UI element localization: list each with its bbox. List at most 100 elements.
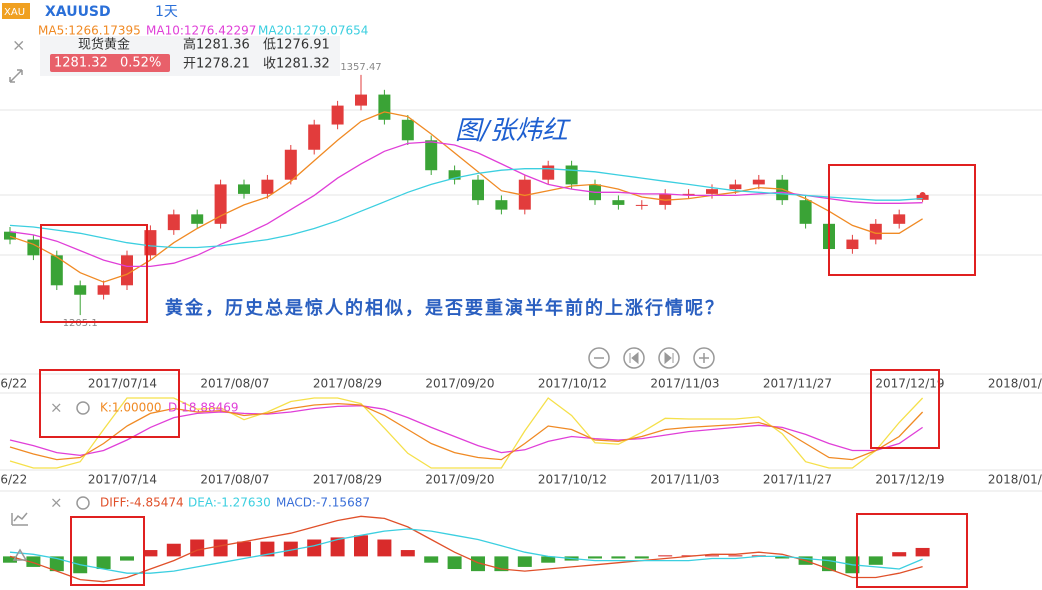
candle-body bbox=[238, 184, 250, 194]
macd-bar bbox=[611, 556, 626, 559]
highlight-box bbox=[828, 164, 976, 276]
macd-bar bbox=[447, 556, 462, 570]
highlight-box bbox=[870, 369, 940, 449]
candle-body bbox=[308, 124, 321, 150]
candle-body bbox=[261, 179, 274, 194]
period[interactable]: 1天 bbox=[155, 4, 178, 20]
candle-body bbox=[729, 184, 742, 190]
zoom-out[interactable] bbox=[588, 347, 610, 369]
legend-diff: DIFF:-4.85474 bbox=[100, 496, 184, 510]
candle-body bbox=[518, 179, 531, 210]
scroll-right[interactable] bbox=[658, 347, 680, 369]
macd-bar bbox=[775, 556, 790, 559]
candle-body bbox=[378, 94, 391, 120]
x-tick-label: 2017/12/19 bbox=[875, 377, 944, 391]
indicator-icon[interactable] bbox=[11, 512, 28, 526]
x-tick-label: 2017/10/12 bbox=[538, 473, 607, 487]
quote-high: 高1281.36 bbox=[183, 37, 250, 53]
candle-body bbox=[448, 170, 461, 180]
macd-bar bbox=[705, 555, 719, 557]
x-tick-label: 2017/07/14 bbox=[88, 377, 157, 391]
x-tick-label: 2018/01/07 bbox=[988, 473, 1042, 487]
candle-body bbox=[612, 200, 625, 205]
macd-bar bbox=[471, 556, 485, 572]
candle-body bbox=[27, 239, 40, 256]
macd-bar bbox=[728, 555, 743, 557]
close-icon[interactable]: × bbox=[12, 36, 25, 55]
macd-bar bbox=[143, 550, 158, 557]
macd-bar bbox=[190, 539, 205, 557]
zoom-in[interactable] bbox=[693, 347, 715, 369]
line bbox=[9, 402, 924, 461]
legend-macd: MACD:-7.15687 bbox=[276, 496, 370, 510]
close-icon[interactable]: × bbox=[50, 494, 63, 512]
macd-bar bbox=[517, 556, 532, 567]
symbol[interactable]: XAUUSD bbox=[45, 4, 111, 20]
scroll-right-glyph bbox=[664, 351, 674, 365]
x-tick-label: 2017/09/20 bbox=[425, 377, 494, 391]
quote-open: 开1278.21 bbox=[183, 57, 250, 72]
macd-bar bbox=[892, 552, 907, 557]
candle-body bbox=[4, 231, 16, 240]
candle-body bbox=[706, 189, 718, 194]
candle-body bbox=[869, 223, 882, 240]
nav-buttons bbox=[588, 347, 715, 369]
quote-close: 收1281.32 bbox=[263, 57, 330, 72]
quote-low: 低1276.91 bbox=[263, 38, 330, 53]
candle-body bbox=[167, 214, 180, 231]
logo bbox=[2, 3, 30, 19]
settings-icon[interactable] bbox=[76, 496, 90, 510]
highlight-box bbox=[70, 516, 145, 586]
x-tick-label: 2017/12/19 bbox=[875, 473, 944, 487]
line bbox=[9, 397, 924, 469]
candle-body bbox=[635, 204, 648, 206]
x-tick-label: 06/22 bbox=[0, 377, 27, 391]
scroll-left[interactable] bbox=[623, 347, 645, 369]
x-tick-label: 2017/08/29 bbox=[313, 377, 382, 391]
macd-bar bbox=[96, 556, 111, 570]
macd-bar bbox=[634, 556, 649, 559]
candle-body bbox=[682, 193, 695, 195]
candle-body bbox=[846, 239, 859, 250]
x-tick-label: 2017/07/14 bbox=[88, 473, 157, 487]
line bbox=[9, 111, 923, 283]
candle-body bbox=[659, 193, 672, 205]
candle-body bbox=[74, 285, 87, 295]
macd-bar bbox=[377, 539, 392, 557]
legend-dea: DEA:-1.27630 bbox=[188, 496, 271, 510]
macd-bar bbox=[330, 537, 345, 557]
candle-body bbox=[355, 94, 367, 106]
quote-change: 0.52% bbox=[120, 56, 161, 71]
x-tick-label: 2017/11/03 bbox=[650, 473, 719, 487]
candle-body bbox=[495, 200, 508, 210]
macd-bar bbox=[658, 555, 673, 557]
tool-icon[interactable] bbox=[12, 548, 28, 561]
line bbox=[9, 515, 923, 583]
highlight-box bbox=[856, 513, 968, 588]
x-tick-label: 2017/09/20 bbox=[425, 473, 494, 487]
macd-bar bbox=[588, 556, 602, 559]
x-tick-label: 2017/11/27 bbox=[763, 377, 832, 391]
macd-bar bbox=[354, 535, 368, 557]
x-tick-label: 2017/08/07 bbox=[200, 473, 269, 487]
macd-bar bbox=[868, 556, 883, 565]
zoom-in-glyph bbox=[699, 353, 709, 363]
candle-body bbox=[97, 285, 110, 295]
ma-label: MA20:1279.07654 bbox=[258, 24, 368, 38]
x-tick-label: 2017/11/27 bbox=[763, 473, 832, 487]
close-icon[interactable]: × bbox=[50, 399, 63, 417]
candle-body bbox=[50, 255, 63, 286]
expand-icon[interactable] bbox=[9, 69, 23, 83]
settings-icon[interactable] bbox=[76, 401, 90, 415]
candle-body bbox=[776, 179, 789, 201]
line bbox=[9, 528, 923, 574]
last-price-dot bbox=[919, 191, 926, 198]
highlight-box bbox=[40, 224, 148, 323]
highlight-box bbox=[39, 369, 180, 438]
plot: 06/22 06/22 2017/07/14 2017/07/14 2017/08/07… bbox=[0, 62, 1042, 583]
candle-body bbox=[799, 200, 812, 224]
candle-body bbox=[401, 119, 414, 141]
candle-body bbox=[284, 149, 297, 180]
macd-bar bbox=[237, 541, 251, 557]
line bbox=[9, 168, 923, 249]
